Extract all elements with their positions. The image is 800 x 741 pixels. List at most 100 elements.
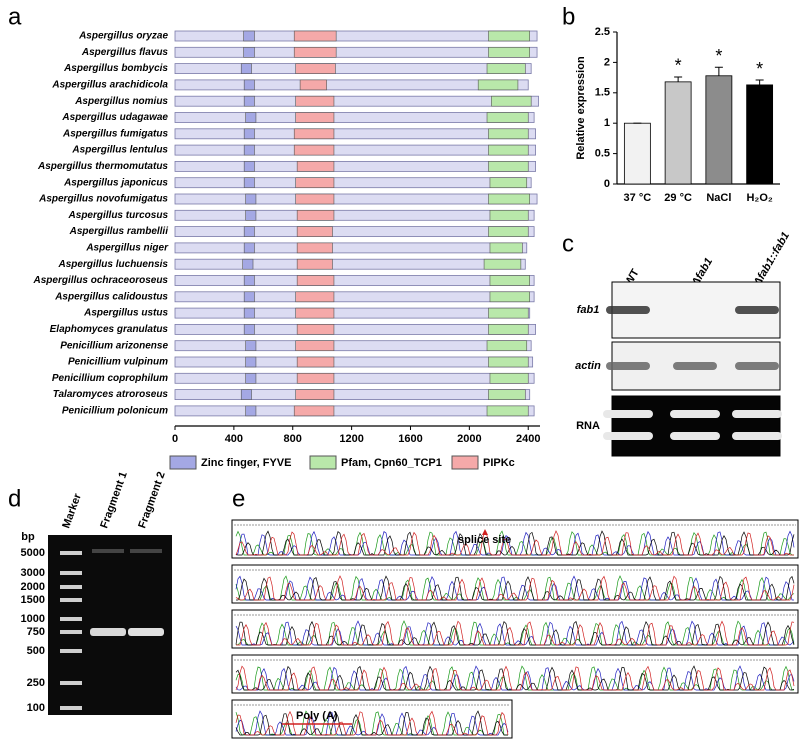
annotation: splice site xyxy=(458,534,511,546)
band xyxy=(603,432,653,440)
domain xyxy=(295,63,336,74)
chromatogram xyxy=(231,564,799,604)
bar xyxy=(705,75,733,185)
domain xyxy=(296,275,335,286)
domain xyxy=(295,307,335,319)
species-label: Penicillium vulpinum xyxy=(68,357,168,368)
domain xyxy=(299,79,327,91)
domain xyxy=(296,372,335,384)
protein-bar xyxy=(174,275,535,286)
lane-label: Fragment 2 xyxy=(136,470,168,530)
protein-bar xyxy=(174,112,535,123)
ladder-label: 5000 xyxy=(21,547,45,559)
domain xyxy=(243,291,255,303)
ladder-label: 250 xyxy=(27,677,45,689)
species-label: Aspergillus nomius xyxy=(74,96,168,107)
species-label: Aspergillus oryzae xyxy=(78,31,168,42)
protein-bar xyxy=(174,193,538,205)
domain xyxy=(243,79,255,91)
domain xyxy=(489,242,523,254)
domain xyxy=(488,356,529,368)
domain xyxy=(295,193,335,205)
domain xyxy=(243,144,255,156)
protein-bar xyxy=(174,30,538,42)
y-tick-label: 0.5 xyxy=(595,148,610,160)
protein-bar xyxy=(174,372,535,384)
band xyxy=(603,410,653,418)
species-label: Aspergillus niger xyxy=(85,243,169,254)
ladder-band xyxy=(60,551,82,555)
x-tick-label: 800 xyxy=(284,433,302,445)
domain xyxy=(243,30,255,42)
domain xyxy=(296,161,335,172)
domain xyxy=(243,307,255,319)
band xyxy=(670,432,720,440)
significance: * xyxy=(675,56,682,76)
x-tick-label: 0 xyxy=(172,433,178,445)
panel-label: e xyxy=(232,485,245,512)
protein-bar xyxy=(174,389,531,401)
panel-label: c xyxy=(562,230,574,257)
chromatogram xyxy=(231,519,799,559)
row-label: RNA xyxy=(576,420,600,432)
domain xyxy=(488,161,529,172)
ladder-band xyxy=(60,585,82,589)
species-label: Penicillium arizonense xyxy=(60,340,168,351)
chromatogram xyxy=(231,654,799,694)
species-label: Aspergillus thermomutatus xyxy=(37,161,168,172)
domain xyxy=(295,389,335,400)
y-axis-label: Relative expression xyxy=(575,56,587,160)
x-tick-label: 29 °C xyxy=(664,192,692,204)
domain xyxy=(245,356,257,368)
chromatogram-box xyxy=(231,699,513,739)
legend-label: Pfam, Cpn60_TCP1 xyxy=(341,457,442,469)
band xyxy=(606,362,650,370)
trace xyxy=(235,710,509,736)
ladder-band xyxy=(60,706,82,710)
species-label: Aspergillus ochraceoroseus xyxy=(33,275,169,286)
lane-label: Δfab1::fab1 xyxy=(751,230,792,289)
protein-bar xyxy=(174,258,526,270)
domain xyxy=(296,226,333,237)
domain xyxy=(486,112,529,123)
error-bar xyxy=(714,66,723,76)
domain xyxy=(488,144,529,156)
trace xyxy=(235,665,795,691)
protein-bar xyxy=(174,291,535,303)
legend-swatch xyxy=(451,455,479,470)
chromatogram-box xyxy=(231,609,799,649)
domain xyxy=(489,291,530,303)
protein-bar xyxy=(174,340,532,352)
y-tick-label: 1 xyxy=(604,117,610,129)
trace xyxy=(235,620,795,646)
protein-bar xyxy=(174,128,536,140)
ladder-label: 1000 xyxy=(21,613,45,625)
chromatogram-box xyxy=(231,564,799,604)
ladder-band xyxy=(60,571,82,575)
species-label: Aspergillus udagawae xyxy=(61,112,168,123)
species-label: Penicillium coprophilum xyxy=(52,373,168,384)
ladder-label: 750 xyxy=(27,626,45,638)
band xyxy=(606,306,650,314)
domain xyxy=(245,210,257,221)
bar xyxy=(623,122,651,185)
protein-bar xyxy=(174,323,536,335)
domain xyxy=(243,128,255,140)
chromatogram xyxy=(231,699,513,739)
domain xyxy=(488,226,529,237)
x-tick-label: H₂O₂ xyxy=(746,192,772,204)
trace xyxy=(235,575,795,601)
domain xyxy=(489,372,529,384)
panel-label: d xyxy=(8,485,21,512)
species-label: Aspergillus arachidicola xyxy=(51,80,168,91)
band xyxy=(90,628,126,636)
lane-label: Fragment 1 xyxy=(98,470,130,530)
trace xyxy=(235,710,508,736)
error-bar xyxy=(674,76,683,82)
domain xyxy=(243,177,255,188)
x-tick-label: 400 xyxy=(225,433,243,445)
domain xyxy=(488,324,529,335)
domain xyxy=(488,128,529,140)
row-label: fab1 xyxy=(577,304,600,316)
